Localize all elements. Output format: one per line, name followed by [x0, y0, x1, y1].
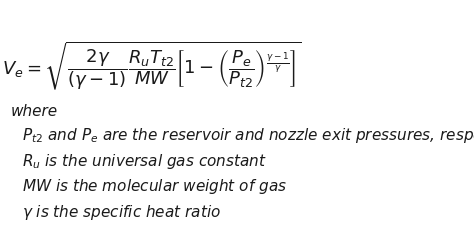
Text: $P_{t2}$ and $P_e$ are the reservoir and nozzle exit pressures, respectively: $P_{t2}$ and $P_e$ are the reservoir and…	[22, 125, 474, 144]
Text: $\gamma$ is the specific heat ratio: $\gamma$ is the specific heat ratio	[22, 202, 221, 221]
Text: where: where	[10, 104, 57, 119]
Text: $V_e = \sqrt{\dfrac{2\gamma}{(\gamma-1)} \dfrac{R_u T_{t2}}{MW} \left[1-\left(\d: $V_e = \sqrt{\dfrac{2\gamma}{(\gamma-1)}…	[1, 40, 301, 92]
Text: $R_u$ is the universal gas constant: $R_u$ is the universal gas constant	[22, 151, 267, 170]
Text: $MW$ is the molecular weight of gas: $MW$ is the molecular weight of gas	[22, 177, 287, 196]
